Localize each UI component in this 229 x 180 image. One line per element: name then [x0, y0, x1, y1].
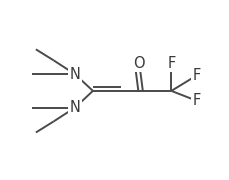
Text: O: O — [133, 56, 144, 71]
Text: N: N — [69, 67, 80, 82]
Text: N: N — [69, 100, 80, 115]
Text: F: F — [166, 56, 175, 71]
Text: F: F — [191, 68, 199, 83]
Text: F: F — [191, 93, 199, 108]
